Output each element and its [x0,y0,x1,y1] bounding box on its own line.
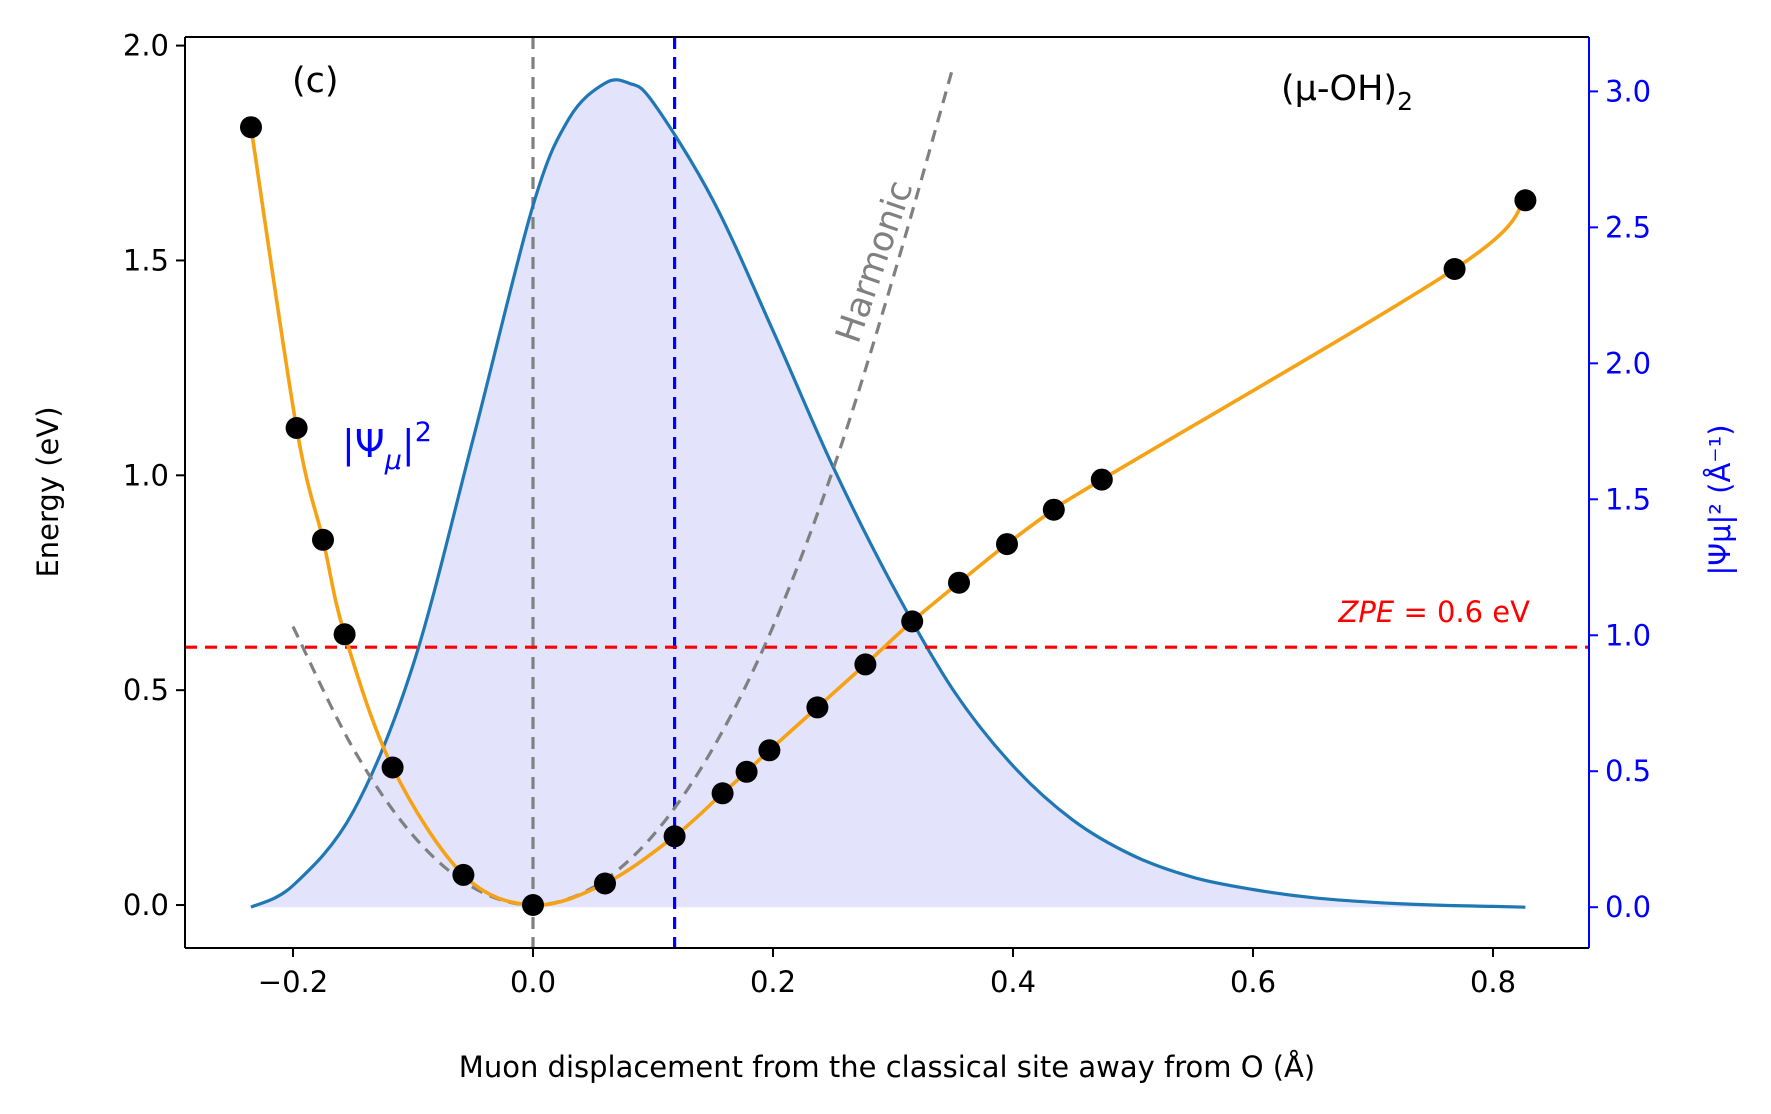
energy-point-13 [854,653,877,676]
energy-point-10 [735,760,758,783]
energy-point-2 [312,528,334,551]
energy-point-1 [285,417,308,439]
right-y-tick-label: 0.0 [1605,890,1651,924]
energy-point-15 [948,571,970,594]
energy-point-4 [381,756,404,779]
energy-point-6 [522,894,544,916]
x-tick-label: 0.4 [990,965,1036,999]
right-y-tick-label: 2.5 [1605,210,1651,244]
energy-point-20 [1514,189,1537,212]
left-y-tick-label: 0.5 [123,673,169,707]
x-tick-label: 0.2 [750,965,796,999]
energy-point-17 [1042,498,1065,521]
energy-point-7 [594,872,616,895]
left-y-tick-label: 1.5 [123,243,169,277]
energy-point-12 [806,696,829,719]
zpe-label: ZPE = 0.6 eV [1338,595,1531,629]
energy-points [240,116,1537,916]
right-y-tick-label: 0.5 [1605,754,1651,788]
right-y-tick-label: 1.0 [1605,618,1651,652]
right-y-axis-ticks: 0.0 0.5 1.0 1.5 2.0 2.5 3.0 [1589,74,1651,924]
right-y-tick-label: 1.5 [1605,482,1651,516]
x-axis-title: Muon displacement from the classical sit… [459,1050,1315,1084]
right-y-tick-label: 3.0 [1605,74,1651,108]
energy-point-19 [1443,258,1466,280]
energy-point-16 [996,533,1018,556]
energy-point-14 [901,610,924,633]
x-tick-label: 0.8 [1470,965,1516,999]
energy-point-9 [711,782,734,805]
panel-label: (c) [292,61,339,101]
wavefunction-fill [251,79,1526,908]
x-tick-label: −0.2 [258,965,328,999]
right-y-axis-title: |Ψμ|² (Å⁻¹) [1703,424,1737,575]
wavefunction-label: |Ψμ|2 [342,417,432,476]
right-y-tick-label: 2.0 [1605,346,1651,380]
energy-point-11 [758,739,781,762]
left-y-tick-label: 0.0 [123,888,169,922]
energy-point-0 [240,116,262,139]
energy-point-18 [1090,468,1113,491]
plot-area [185,37,1589,948]
x-tick-label: 0.6 [1230,965,1276,999]
harmonic-label: Harmonic [829,176,922,348]
left-y-tick-label: 1.0 [123,458,169,492]
harmonic-fit-curve [291,66,955,907]
x-axis-ticks: −0.2 0.0 0.2 0.4 0.6 0.8 [258,948,1516,999]
structure-label: (μ-OH)2 [1281,69,1413,116]
energy-point-5 [452,863,475,886]
left-y-axis-title: Energy (eV) [31,406,65,577]
energy-point-3 [333,623,356,646]
x-tick-label: 0.0 [510,965,556,999]
left-y-axis-ticks: 0.0 0.5 1.0 1.5 2.0 [123,29,185,922]
wavefunction-curve [250,78,1526,909]
energy-point-8 [663,825,686,848]
left-y-tick-label: 2.0 [123,29,169,63]
